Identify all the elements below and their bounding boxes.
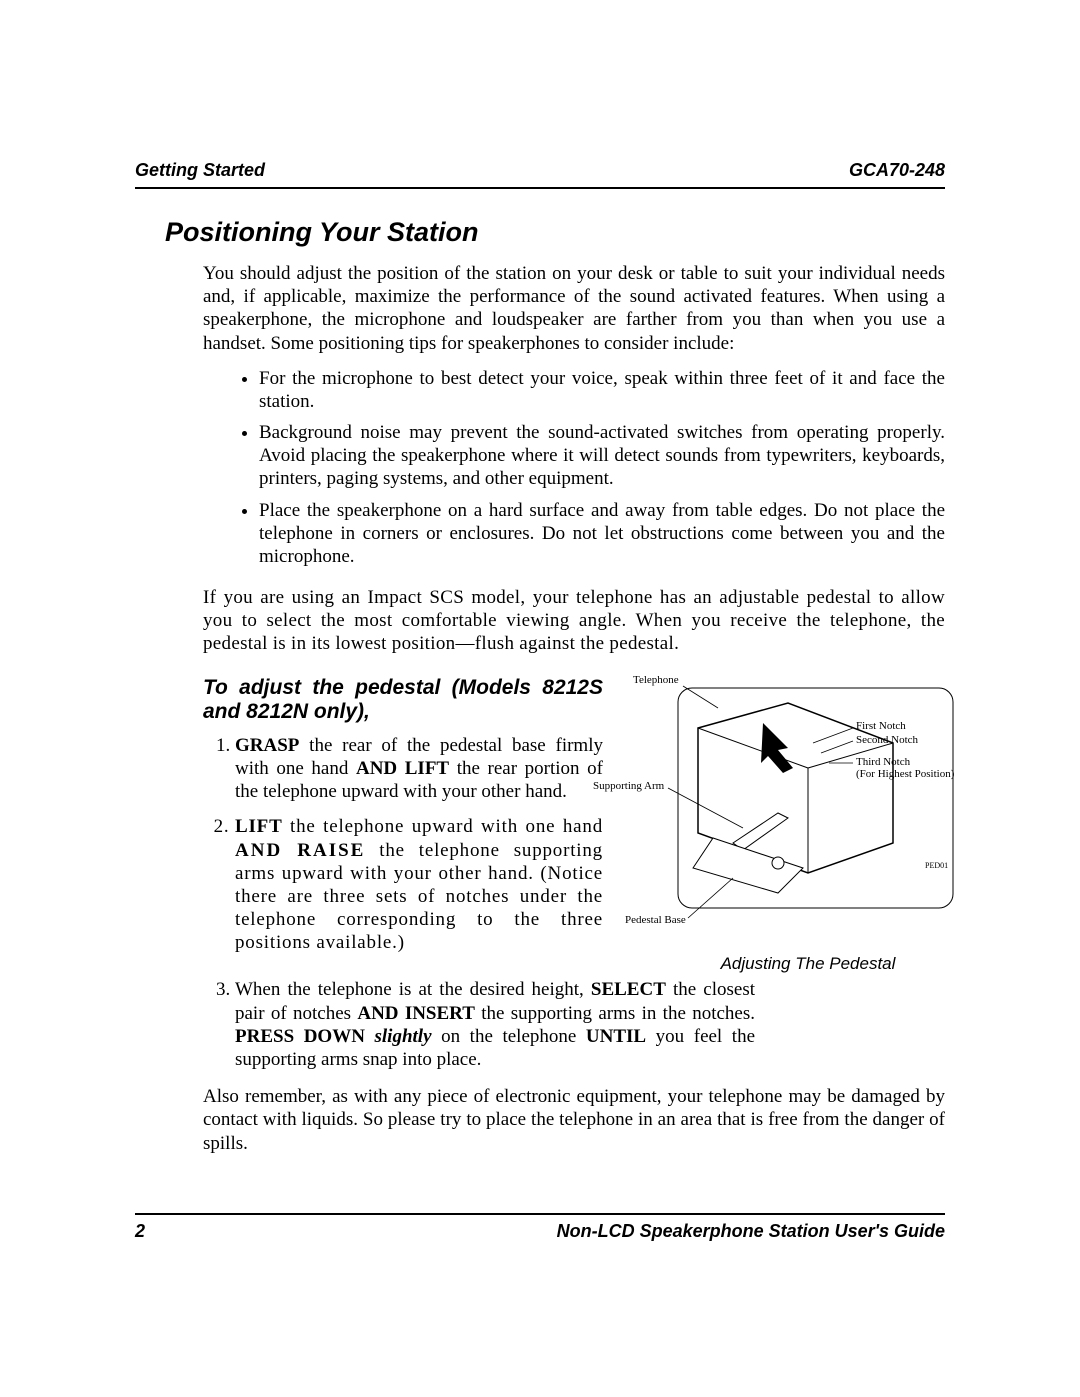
diagram-label-first-notch: First Notch — [856, 720, 906, 732]
step-bold: SELECT — [591, 979, 666, 1000]
bullet-item: Place the speakerphone on a hard surface… — [259, 499, 945, 569]
page-footer: 2 Non-LCD Speakerphone Station User's Gu… — [135, 1213, 945, 1242]
step-item: GRASP the rear of the pedestal base firm… — [235, 734, 603, 804]
closing-paragraph: Also remember, as with any piece of elec… — [203, 1085, 945, 1155]
two-column-region: To adjust the pedestal (Models 8212S and… — [203, 668, 945, 975]
step-text: on the telephone — [432, 1026, 586, 1047]
step-italic: slightly — [365, 1026, 432, 1047]
step-item: LIFT the telephone upward with one hand … — [235, 815, 603, 954]
diagram-label-third-notch: Third Notch — [856, 756, 910, 768]
body-content: You should adjust the position of the st… — [203, 262, 945, 1155]
section-title: Positioning Your Station — [165, 217, 945, 248]
header-left: Getting Started — [135, 160, 265, 181]
header-right: GCA70-248 — [849, 160, 945, 181]
step-bold: PRESS DOWN — [235, 1026, 365, 1047]
diagram-label-pedestal-base: Pedestal Base — [625, 914, 686, 926]
page-header: Getting Started GCA70-248 — [135, 160, 945, 189]
pedestal-diagram — [603, 668, 963, 928]
diagram-label-second-notch: Second Notch — [856, 734, 918, 746]
step-text: the supporting arms in the notches. — [475, 1003, 755, 1024]
step-list-continued: When the telephone is at the desired hei… — [203, 978, 945, 1071]
mid-paragraph: If you are using an Impact SCS model, yo… — [203, 586, 945, 656]
step-bold: GRASP — [235, 735, 299, 756]
figure-caption: Adjusting The Pedestal — [653, 954, 963, 975]
step-text: When the telephone is at the desired hei… — [235, 979, 591, 1000]
diagram-label-code: PED01 — [925, 862, 948, 871]
sub-title: To adjust the pedestal (Models 8212S and… — [203, 676, 603, 724]
intro-paragraph: You should adjust the position of the st… — [203, 262, 945, 355]
step-bold: AND LIFT — [356, 758, 449, 779]
footer-page-number: 2 — [135, 1221, 145, 1242]
step-item: When the telephone is at the desired hei… — [235, 978, 755, 1071]
step-list: GRASP the rear of the pedestal base firm… — [203, 734, 603, 955]
step-bold: AND RAISE — [235, 840, 365, 861]
footer-title: Non-LCD Speakerphone Station User's Guid… — [557, 1221, 945, 1242]
bullet-item: Background noise may prevent the sound-a… — [259, 421, 945, 491]
diagram-label-telephone: Telephone — [633, 674, 679, 686]
step-bold: AND INSERT — [357, 1003, 475, 1024]
right-column: Telephone First Notch Second Notch Third… — [603, 668, 963, 975]
step-bold: LIFT — [235, 816, 283, 837]
left-column: To adjust the pedestal (Models 8212S and… — [203, 668, 603, 975]
diagram-label-highest: (For Highest Position) — [856, 768, 954, 780]
bullet-item: For the microphone to best detect your v… — [259, 367, 945, 413]
step-text: the telephone upward with one hand — [283, 816, 603, 837]
bullet-list: For the microphone to best detect your v… — [203, 367, 945, 568]
step-bold: UNTIL — [586, 1026, 646, 1047]
diagram-label-supporting-arm: Supporting Arm — [593, 780, 664, 792]
